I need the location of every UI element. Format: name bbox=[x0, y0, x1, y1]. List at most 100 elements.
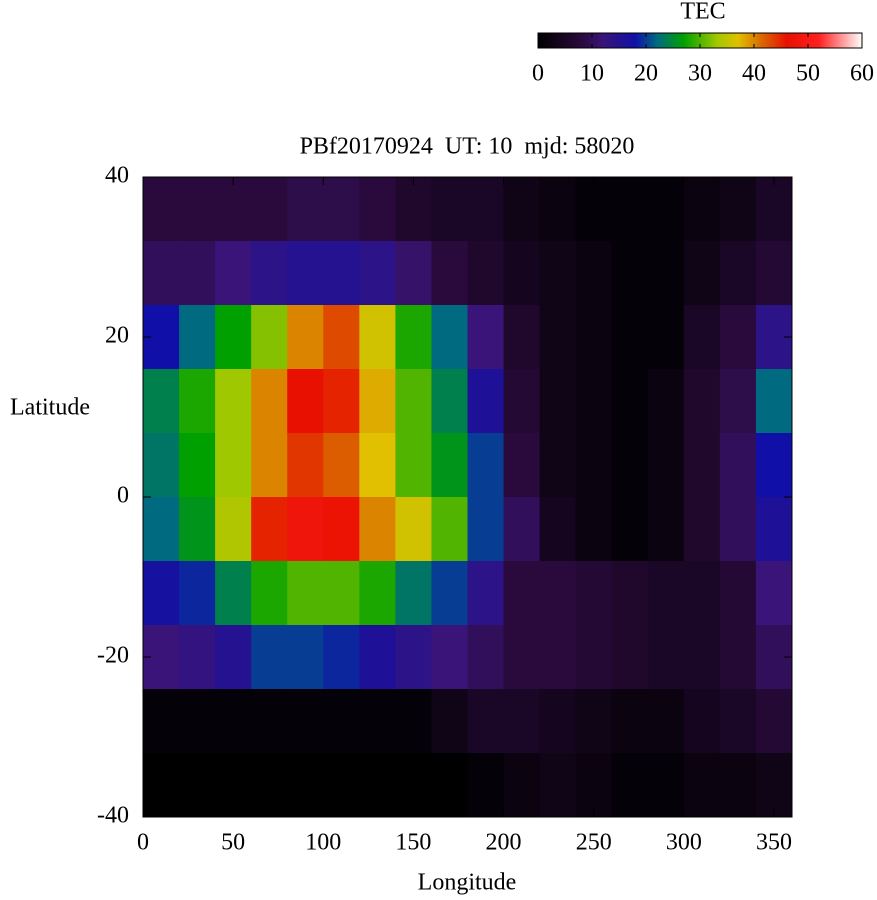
chart-title: PBf20170924 UT: 10 mjd: 58020 bbox=[300, 134, 635, 160]
heat-cell bbox=[215, 497, 252, 562]
heat-cell bbox=[503, 689, 541, 754]
colorbar-title: TEC bbox=[680, 0, 725, 25]
heat-cell bbox=[323, 241, 360, 306]
heat-cell bbox=[143, 177, 180, 242]
x-tick-label: 250 bbox=[576, 830, 612, 856]
colorbar-tick-label: 20 bbox=[634, 61, 658, 87]
heat-cell bbox=[359, 497, 396, 562]
heat-cell bbox=[287, 753, 324, 818]
heat-cell bbox=[179, 177, 216, 242]
heat-cell bbox=[719, 433, 757, 498]
heat-cell bbox=[647, 241, 685, 306]
heat-cell bbox=[467, 177, 505, 242]
heat-cell bbox=[359, 561, 396, 626]
heat-cell bbox=[611, 241, 649, 306]
x-tick-label: 350 bbox=[756, 830, 792, 856]
colorbar-segment bbox=[716, 33, 739, 48]
y-tick-label: -20 bbox=[97, 643, 129, 669]
heat-cell bbox=[467, 753, 505, 818]
heat-cell bbox=[719, 177, 757, 242]
heat-cell bbox=[287, 561, 324, 626]
colorbar-segment bbox=[759, 33, 787, 48]
heat-cell bbox=[575, 561, 613, 626]
heat-cell bbox=[647, 753, 685, 818]
colorbar-tick-label: 30 bbox=[688, 61, 712, 87]
heat-cell bbox=[503, 561, 541, 626]
heat-cell bbox=[323, 305, 360, 370]
heat-cell bbox=[179, 497, 216, 562]
y-tick-label: 20 bbox=[105, 323, 129, 349]
x-tick-label: 0 bbox=[137, 830, 149, 856]
heat-cell bbox=[647, 177, 685, 242]
colorbar-segment bbox=[786, 33, 820, 48]
heat-cell bbox=[611, 177, 649, 242]
heat-cell bbox=[719, 625, 757, 690]
heat-cell bbox=[323, 177, 360, 242]
heat-cell bbox=[395, 433, 432, 498]
heat-cell bbox=[575, 305, 613, 370]
heat-cell bbox=[143, 497, 180, 562]
x-tick-label: 200 bbox=[486, 830, 522, 856]
heat-cell bbox=[323, 561, 360, 626]
heat-cell bbox=[215, 177, 252, 242]
heat-cell bbox=[683, 689, 721, 754]
heat-cell bbox=[359, 369, 396, 434]
heat-cell bbox=[503, 753, 541, 818]
heat-cell bbox=[539, 305, 577, 370]
heat-cell bbox=[323, 753, 360, 818]
heat-cell bbox=[539, 561, 577, 626]
heat-cell bbox=[683, 625, 721, 690]
heat-cell bbox=[395, 625, 432, 690]
heat-cell bbox=[611, 689, 649, 754]
colorbar-segment bbox=[581, 33, 604, 48]
y-axis-label: Latitude bbox=[10, 395, 90, 421]
heat-cell bbox=[323, 369, 360, 434]
heat-cell bbox=[539, 369, 577, 434]
heat-cell bbox=[467, 689, 505, 754]
heat-cell bbox=[143, 241, 180, 306]
heat-cell bbox=[215, 753, 252, 818]
heat-cell bbox=[215, 625, 252, 690]
heat-cell bbox=[467, 305, 505, 370]
heat-cell bbox=[575, 753, 613, 818]
heat-cell bbox=[179, 305, 216, 370]
colorbar-tick-label: 50 bbox=[796, 61, 820, 87]
colorbar-tick-label: 10 bbox=[580, 61, 604, 87]
heat-cell bbox=[287, 625, 324, 690]
heat-cell bbox=[143, 689, 180, 754]
heat-cell bbox=[539, 241, 577, 306]
heat-cell bbox=[395, 241, 432, 306]
heat-cell bbox=[503, 497, 541, 562]
heat-cell bbox=[683, 433, 721, 498]
heat-cell bbox=[539, 689, 577, 754]
heat-cell bbox=[323, 497, 360, 562]
colorbar-tick-label: 60 bbox=[850, 61, 874, 87]
heat-cell bbox=[251, 497, 288, 562]
heat-cell bbox=[323, 625, 360, 690]
heat-cell bbox=[431, 433, 468, 498]
heat-cell bbox=[143, 753, 180, 818]
colorbar-segment bbox=[683, 33, 717, 48]
heat-cell bbox=[179, 625, 216, 690]
heat-cell bbox=[467, 369, 505, 434]
heat-cell bbox=[755, 241, 793, 306]
heat-cell bbox=[251, 177, 288, 242]
heat-cell bbox=[755, 177, 793, 242]
x-tick-label: 100 bbox=[305, 830, 341, 856]
heat-cell bbox=[719, 561, 757, 626]
heat-cell bbox=[251, 305, 288, 370]
heat-cell bbox=[215, 305, 252, 370]
heat-cell bbox=[251, 241, 288, 306]
heat-cell bbox=[215, 369, 252, 434]
heat-cell bbox=[503, 369, 541, 434]
heat-cell bbox=[143, 433, 180, 498]
heat-cell bbox=[287, 433, 324, 498]
heat-cell bbox=[287, 497, 324, 562]
heat-cell bbox=[503, 433, 541, 498]
heat-cell bbox=[755, 497, 793, 562]
heat-cell bbox=[611, 625, 649, 690]
heat-cell bbox=[395, 561, 432, 626]
heat-cell bbox=[539, 497, 577, 562]
